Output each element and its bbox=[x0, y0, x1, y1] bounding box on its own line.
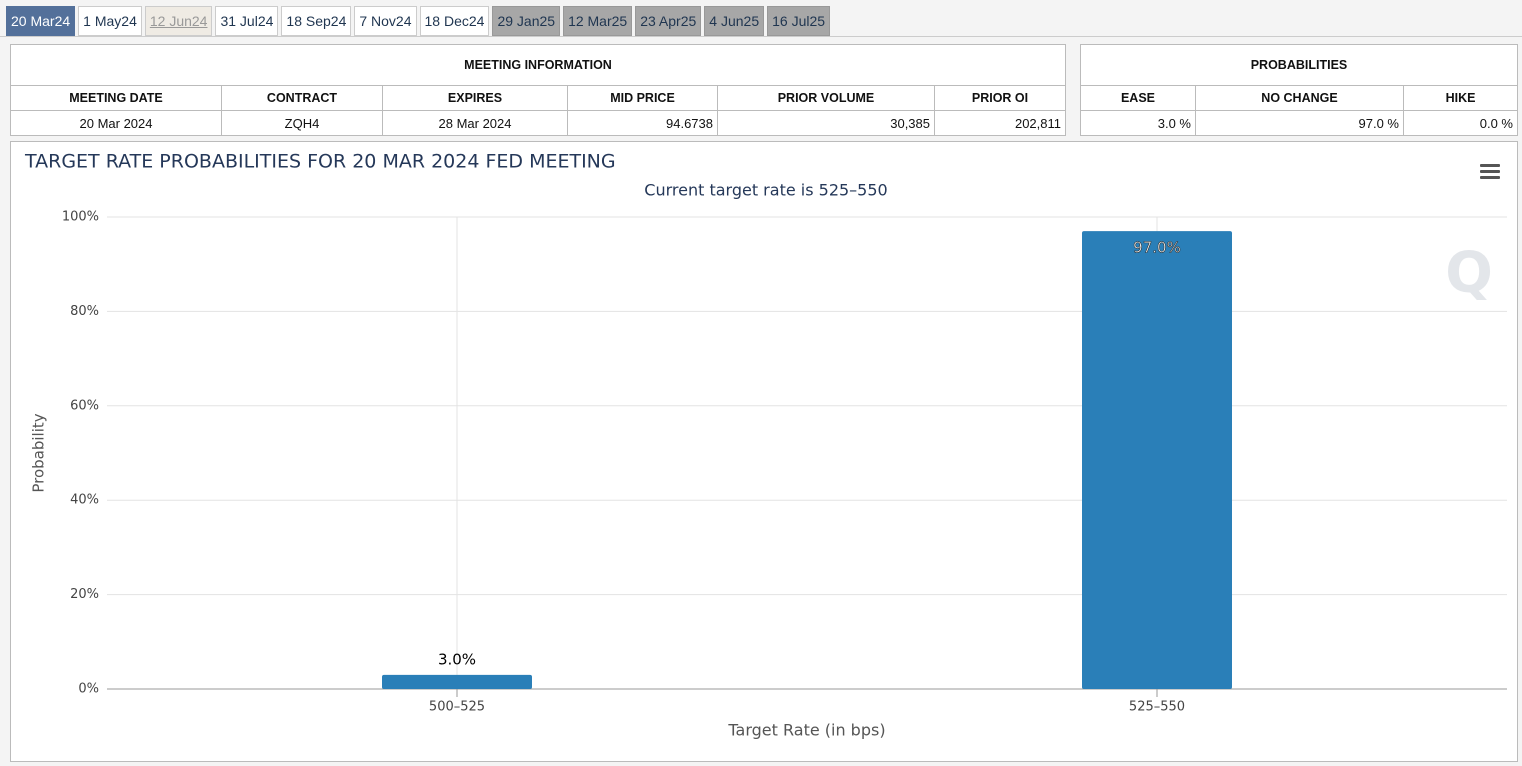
header: EASE bbox=[1080, 85, 1196, 111]
tab[interactable]: 18 Sep24 bbox=[281, 6, 352, 36]
y-axis-label: Probability bbox=[30, 413, 48, 492]
cell: 3.0 % bbox=[1080, 110, 1196, 136]
x-tick-label: 525–550 bbox=[1129, 700, 1185, 715]
y-tick-label: 40% bbox=[70, 493, 99, 508]
x-axis-label: Target Rate (in bps) bbox=[727, 721, 885, 740]
table-title: PROBABILITIES bbox=[1080, 44, 1518, 86]
header: PRIOR OI bbox=[934, 85, 1066, 111]
tab[interactable]: 31 Jul24 bbox=[215, 6, 279, 36]
tab[interactable]: 4 Jun25 bbox=[704, 6, 765, 36]
tab-bar: 20 Mar24 1 May24 12 Jun24 31 Jul24 18 Se… bbox=[6, 6, 831, 36]
header: MEETING DATE bbox=[10, 85, 222, 111]
cell: 0.0 % bbox=[1403, 110, 1518, 136]
y-tick-label: 20% bbox=[70, 587, 99, 602]
data-label: 97.0% bbox=[1133, 239, 1181, 257]
meeting-table: MEETING INFORMATION MEETING DATE CONTRAC… bbox=[10, 44, 1066, 136]
cell: 30,385 bbox=[717, 110, 935, 136]
bar bbox=[382, 674, 532, 689]
bar bbox=[1082, 231, 1232, 689]
tab[interactable]: 16 Jul25 bbox=[767, 6, 831, 36]
tab[interactable]: 1 May24 bbox=[78, 6, 142, 36]
tab-divider bbox=[0, 36, 1522, 37]
chart-subtitle: Current target rate is 525–550 bbox=[644, 181, 887, 200]
cell: 97.0 % bbox=[1195, 110, 1404, 136]
cell: 94.6738 bbox=[567, 110, 718, 136]
logo: Q bbox=[1445, 241, 1493, 306]
cell: 20 Mar 2024 bbox=[10, 110, 222, 136]
y-tick-label: 0% bbox=[78, 682, 99, 697]
header: HIKE bbox=[1403, 85, 1518, 111]
tab[interactable]: 12 Mar25 bbox=[563, 6, 633, 36]
chart: TARGET RATE PROBABILITIES FOR 20 MAR 202… bbox=[24, 151, 1507, 740]
chart-panel: TARGET RATE PROBABILITIES FOR 20 MAR 202… bbox=[10, 141, 1518, 762]
tab[interactable]: 18 Dec24 bbox=[419, 6, 490, 36]
y-tick-label: 60% bbox=[70, 398, 99, 413]
tab[interactable]: 7 Nov24 bbox=[354, 6, 417, 36]
tab[interactable]: 23 Apr25 bbox=[635, 6, 702, 36]
tab[interactable]: 12 Jun24 bbox=[144, 6, 213, 36]
data-label: 3.0% bbox=[438, 650, 476, 668]
cell: ZQH4 bbox=[221, 110, 383, 136]
tab[interactable]: 20 Mar24 bbox=[6, 6, 76, 36]
y-tick-label: 100% bbox=[62, 210, 99, 225]
header: NO CHANGE bbox=[1195, 85, 1404, 111]
cell: 202,811 bbox=[934, 110, 1066, 136]
table-title: MEETING INFORMATION bbox=[10, 44, 1066, 86]
chart-title: TARGET RATE PROBABILITIES FOR 20 MAR 202… bbox=[24, 151, 616, 173]
menu-icon[interactable] bbox=[1480, 164, 1500, 179]
cell: 28 Mar 2024 bbox=[382, 110, 568, 136]
y-tick-label: 80% bbox=[70, 304, 99, 319]
header: CONTRACT bbox=[221, 85, 383, 111]
probabilities-table: PROBABILITIES EASE NO CHANGE HIKE 3.0 % … bbox=[1080, 44, 1518, 136]
header: PRIOR VOLUME bbox=[717, 85, 935, 111]
header: EXPIRES bbox=[382, 85, 568, 111]
header: MID PRICE bbox=[567, 85, 718, 111]
x-tick-label: 500–525 bbox=[429, 700, 485, 715]
tab[interactable]: 29 Jan25 bbox=[492, 6, 561, 36]
